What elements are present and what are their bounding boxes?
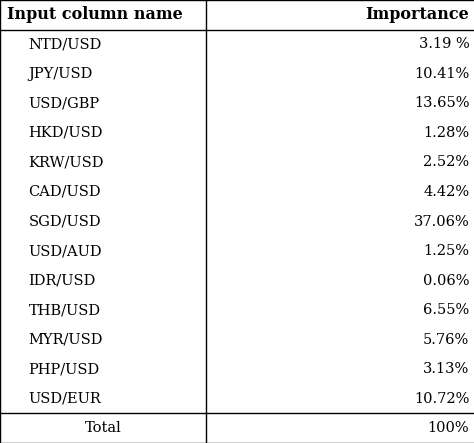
Text: 0.06%: 0.06% xyxy=(423,274,469,288)
Text: 100%: 100% xyxy=(428,421,469,435)
Text: Input column name: Input column name xyxy=(7,6,183,23)
Text: PHP/USD: PHP/USD xyxy=(28,362,100,376)
Text: 2.52%: 2.52% xyxy=(423,155,469,169)
Text: Importance: Importance xyxy=(365,6,469,23)
Text: Total: Total xyxy=(85,421,121,435)
Text: 5.76%: 5.76% xyxy=(423,333,469,346)
Text: 1.28%: 1.28% xyxy=(423,126,469,140)
Text: 3.19 %: 3.19 % xyxy=(419,37,469,51)
Text: 3.13%: 3.13% xyxy=(423,362,469,376)
Text: 37.06%: 37.06% xyxy=(413,214,469,229)
Text: 4.42%: 4.42% xyxy=(423,185,469,199)
Text: USD/AUD: USD/AUD xyxy=(28,244,102,258)
Text: CAD/USD: CAD/USD xyxy=(28,185,101,199)
Text: NTD/USD: NTD/USD xyxy=(28,37,102,51)
Text: MYR/USD: MYR/USD xyxy=(28,333,103,346)
Text: IDR/USD: IDR/USD xyxy=(28,274,96,288)
Text: USD/GBP: USD/GBP xyxy=(28,97,100,110)
Text: JPY/USD: JPY/USD xyxy=(28,67,93,81)
Text: 10.41%: 10.41% xyxy=(414,67,469,81)
Text: HKD/USD: HKD/USD xyxy=(28,126,103,140)
Text: THB/USD: THB/USD xyxy=(28,303,100,317)
Text: SGD/USD: SGD/USD xyxy=(28,214,101,229)
Text: 1.25%: 1.25% xyxy=(423,244,469,258)
Text: 10.72%: 10.72% xyxy=(414,392,469,406)
Text: KRW/USD: KRW/USD xyxy=(28,155,104,169)
Text: 13.65%: 13.65% xyxy=(414,97,469,110)
Text: 6.55%: 6.55% xyxy=(423,303,469,317)
Text: USD/EUR: USD/EUR xyxy=(28,392,101,406)
